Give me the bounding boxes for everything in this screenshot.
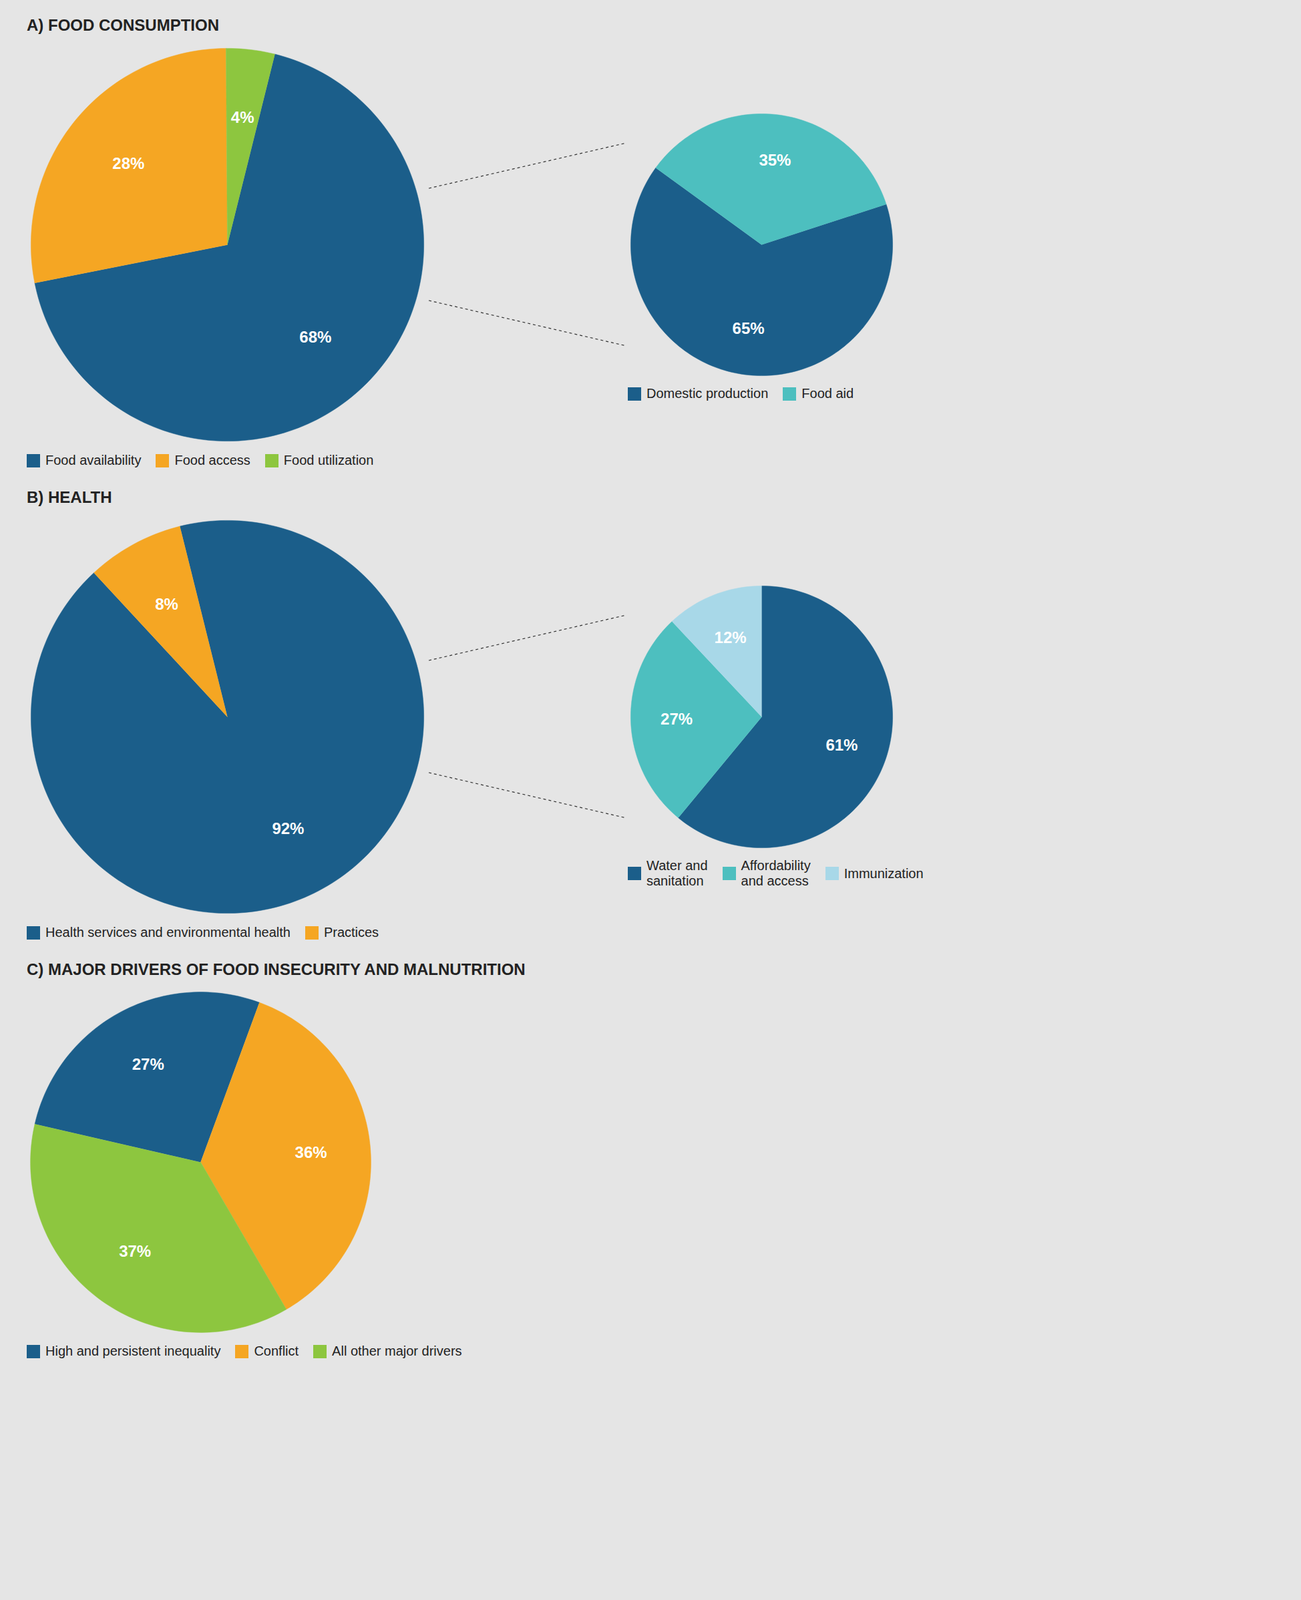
html-text:Food availability: Food availability <box>45 452 142 468</box>
svg-text:27%: 27% <box>132 1055 165 1074</box>
html-text:Food utilization: Food utilization <box>283 452 374 468</box>
svg-text:61%: 61% <box>825 735 858 755</box>
svg-text:92%: 92% <box>271 819 304 838</box>
html-text:Water and sanitation: Water and sanitation <box>646 858 708 889</box>
svg-text:12%: 12% <box>714 628 747 647</box>
html-text:A) FOOD CONSUMPTION: A) FOOD CONSUMPTION <box>26 16 220 35</box>
html-text:All other major drivers: All other major drivers <box>331 1343 462 1359</box>
html-text:Practices: Practices <box>323 924 379 940</box>
svg-text:36%: 36% <box>295 1143 328 1162</box>
svg-text:27%: 27% <box>660 709 693 728</box>
html-text:Health services and environmen: Health services and environmental health <box>45 924 291 940</box>
svg-text:37%: 37% <box>118 1242 151 1261</box>
svg-text:8%: 8% <box>154 595 179 614</box>
svg-text:68%: 68% <box>299 327 332 346</box>
html-text:Food aid: Food aid <box>801 386 854 401</box>
html-text:Food access: Food access <box>174 452 251 468</box>
svg-text:4%: 4% <box>231 108 255 127</box>
svg-text:35%: 35% <box>758 150 791 169</box>
html-text:Conflict: Conflict <box>254 1343 299 1359</box>
html-text:Immunization: Immunization <box>843 865 924 881</box>
svg-text:28%: 28% <box>112 154 145 173</box>
html-text:High and persistent inequality: High and persistent inequality <box>45 1343 221 1359</box>
html-text:Domestic production: Domestic production <box>646 386 769 401</box>
svg-text:65%: 65% <box>732 319 765 338</box>
html-text:Affordability and access: Affordability and access <box>740 858 811 889</box>
html-text:C) MAJOR DRIVERS OF FOOD INSEC: C) MAJOR DRIVERS OF FOOD INSECURITY AND … <box>26 960 526 979</box>
html-text:B) HEALTH: B) HEALTH <box>26 488 112 507</box>
